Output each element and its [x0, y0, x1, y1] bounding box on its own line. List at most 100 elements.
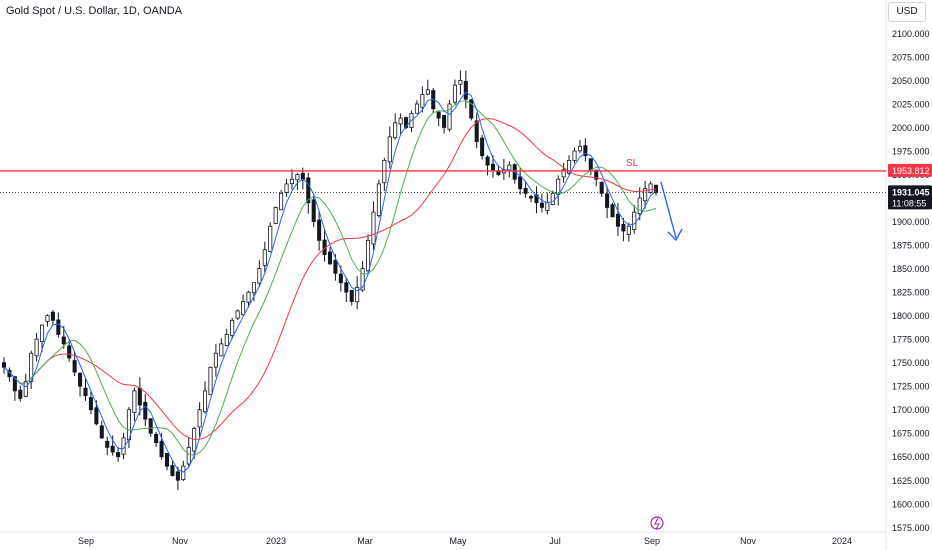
- candle-body: [99, 425, 104, 439]
- candle-body: [333, 259, 338, 274]
- candle-body: [105, 440, 110, 448]
- candle-body: [1, 362, 7, 368]
- candle-body: [387, 136, 392, 163]
- candle-body: [648, 183, 653, 193]
- candle-body: [338, 273, 343, 284]
- candle-body: [83, 387, 88, 396]
- x-tick-label: Jul: [549, 536, 561, 546]
- candle-body: [425, 89, 430, 95]
- candle-body: [50, 311, 55, 321]
- candle-body: [224, 334, 229, 346]
- candle-body: [545, 202, 550, 211]
- last-price-tag: [888, 185, 932, 210]
- y-tick-label: 1825.000: [892, 288, 930, 298]
- candle-body: [110, 445, 115, 453]
- candle-body: [572, 150, 577, 161]
- candle-body: [523, 188, 528, 194]
- candle-body: [458, 80, 463, 85]
- currency-button[interactable]: USD: [888, 2, 926, 22]
- countdown-label: 11:08:55: [892, 198, 926, 208]
- x-tick-label: Nov: [740, 536, 757, 546]
- candle-body: [300, 172, 305, 180]
- candle-body: [132, 390, 137, 413]
- candle-body: [436, 111, 441, 119]
- candle-body: [480, 137, 485, 157]
- candle-body: [197, 409, 202, 428]
- candle-body: [18, 389, 23, 399]
- candle-body: [279, 192, 284, 211]
- x-tick-label: 2023: [266, 536, 286, 546]
- candle-body: [268, 225, 273, 252]
- candle-body: [12, 376, 17, 392]
- y-tick-label: 1625.000: [892, 476, 930, 486]
- y-tick-label: 1650.000: [892, 452, 930, 462]
- candle-body: [257, 268, 262, 284]
- candle-body: [621, 223, 626, 232]
- ma-mid-line: [3, 100, 657, 456]
- candle-body: [550, 192, 555, 206]
- candle-body: [116, 452, 121, 458]
- candle-body: [539, 202, 544, 208]
- candle-body: [78, 372, 83, 387]
- sl-label: SL: [626, 158, 639, 169]
- candle-body: [262, 249, 267, 266]
- x-tick-label: Sep: [78, 536, 94, 546]
- candle-body: [181, 465, 186, 481]
- candle-body: [496, 171, 501, 175]
- candle-body: [626, 225, 631, 235]
- candle-body: [599, 181, 604, 194]
- candle-body: [452, 84, 457, 103]
- x-tick-label: May: [449, 536, 467, 546]
- candle-body: [137, 387, 142, 406]
- candle-body: [534, 194, 539, 204]
- y-tick-label: 1575.000: [892, 523, 930, 533]
- y-tick-label: 2025.000: [892, 99, 930, 109]
- candle-body: [485, 156, 490, 166]
- y-tick-label: 1750.000: [892, 358, 930, 368]
- candle-body: [490, 163, 496, 171]
- candle-body: [469, 99, 474, 119]
- candle-body: [615, 213, 620, 227]
- candle-body: [583, 145, 588, 157]
- ma-slow-line: [3, 117, 657, 440]
- candle-body: [23, 381, 28, 397]
- candle-body: [213, 352, 218, 368]
- candle-body: [61, 336, 66, 345]
- candle-body: [393, 122, 398, 139]
- x-tick-label: 2024: [832, 536, 852, 546]
- candle-body: [159, 440, 164, 458]
- candle-body: [371, 211, 376, 245]
- candle-body: [442, 115, 447, 128]
- x-tick-label: Mar: [357, 536, 373, 546]
- y-tick-label: 2000.000: [892, 123, 930, 133]
- candle-body: [632, 211, 637, 230]
- candle-body: [376, 183, 381, 217]
- y-tick-label: 1850.000: [892, 264, 930, 274]
- candle-body: [235, 310, 240, 319]
- sl-price-label: 1953.812: [892, 166, 930, 176]
- lightning-icon: [654, 517, 660, 530]
- down-arrow-shaft: [660, 181, 677, 239]
- candle-body: [643, 188, 648, 202]
- candle-body: [251, 282, 256, 294]
- last-price-label: 1931.045: [892, 187, 930, 197]
- y-tick-label: 1675.000: [892, 429, 930, 439]
- candle-body: [344, 282, 349, 293]
- candle-body: [56, 319, 61, 335]
- candle-body: [186, 446, 191, 465]
- candle-body: [40, 324, 45, 342]
- candle-body: [588, 158, 593, 171]
- candle-body: [610, 204, 615, 218]
- candle-body: [420, 94, 425, 108]
- candle-body: [637, 197, 642, 215]
- candle-body: [246, 291, 251, 303]
- candle-body: [398, 117, 403, 125]
- candle-body: [230, 319, 235, 336]
- candle-body: [45, 315, 50, 322]
- candle-body: [577, 145, 582, 152]
- candle-body: [349, 290, 354, 302]
- candle-body: [518, 176, 523, 190]
- candle-body: [447, 103, 452, 130]
- candle-body: [34, 338, 39, 357]
